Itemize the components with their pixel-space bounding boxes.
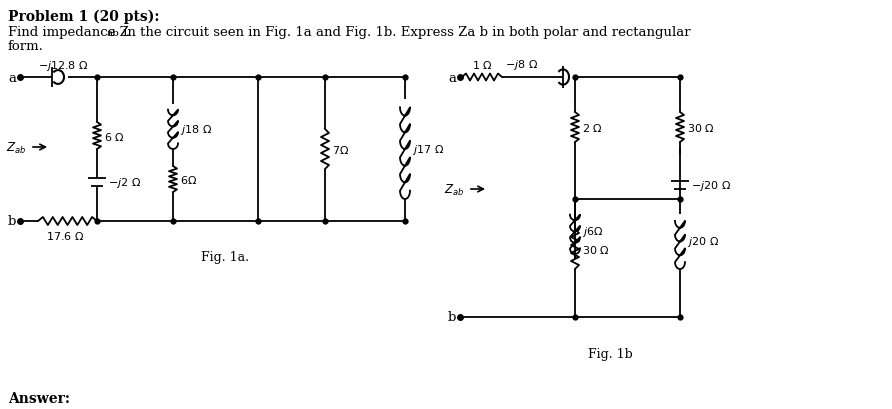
- Text: b: b: [448, 311, 456, 324]
- Text: $7\Omega$: $7\Omega$: [332, 144, 349, 155]
- Text: Find impedance Z: Find impedance Z: [8, 26, 128, 39]
- Text: a: a: [8, 71, 16, 84]
- Text: $-j8\ \Omega$: $-j8\ \Omega$: [505, 58, 538, 72]
- Text: $30\ \Omega$: $30\ \Omega$: [687, 122, 714, 134]
- Text: $1\ \Omega$: $1\ \Omega$: [472, 59, 492, 71]
- Text: Fig. 1b: Fig. 1b: [588, 348, 632, 361]
- Text: a: a: [448, 71, 456, 84]
- Text: $Z_{ab}$: $Z_{ab}$: [444, 182, 464, 197]
- Text: $Z_{ab}$: $Z_{ab}$: [6, 140, 26, 155]
- Text: $j17\ \Omega$: $j17\ \Omega$: [412, 143, 444, 157]
- Text: $j6\Omega$: $j6\Omega$: [582, 225, 603, 238]
- Text: $2\ \Omega$: $2\ \Omega$: [582, 122, 603, 134]
- Text: b: b: [8, 215, 16, 228]
- Text: $-j12.8\ \Omega$: $-j12.8\ \Omega$: [38, 59, 88, 73]
- Text: in the circuit seen in Fig. 1a and Fig. 1b. Express Za b in both polar and recta: in the circuit seen in Fig. 1a and Fig. …: [119, 26, 690, 39]
- Text: $-j20\ \Omega$: $-j20\ \Omega$: [691, 179, 731, 193]
- Text: $-j2\ \Omega$: $-j2\ \Omega$: [108, 175, 141, 189]
- Text: $30\ \Omega$: $30\ \Omega$: [582, 243, 610, 255]
- Text: $j18\ \Omega$: $j18\ \Omega$: [180, 123, 212, 137]
- Text: Problem 1 (20 pts):: Problem 1 (20 pts):: [8, 10, 160, 24]
- Text: Answer:: Answer:: [8, 391, 70, 405]
- Text: ab: ab: [106, 29, 119, 38]
- Text: Fig. 1a.: Fig. 1a.: [201, 251, 249, 264]
- Text: form.: form.: [8, 40, 44, 53]
- Text: $6\Omega$: $6\Omega$: [180, 173, 197, 186]
- Text: $6\ \Omega$: $6\ \Omega$: [104, 131, 125, 143]
- Text: $j20\ \Omega$: $j20\ \Omega$: [687, 234, 719, 248]
- Text: $17.6\ \Omega$: $17.6\ \Omega$: [45, 229, 84, 241]
